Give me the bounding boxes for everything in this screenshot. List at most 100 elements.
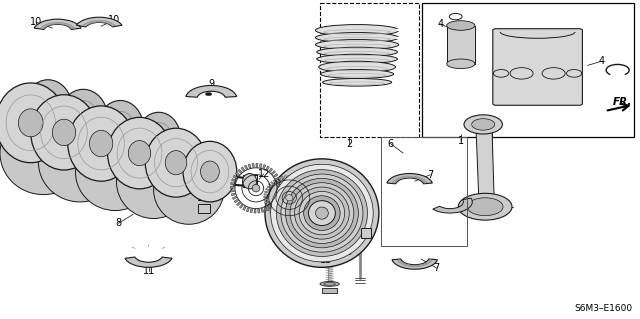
Ellipse shape [243, 174, 257, 189]
Polygon shape [265, 204, 270, 206]
Ellipse shape [314, 205, 330, 221]
Polygon shape [277, 214, 280, 218]
Ellipse shape [38, 122, 122, 202]
Polygon shape [239, 204, 243, 208]
Polygon shape [322, 288, 337, 293]
Ellipse shape [68, 106, 134, 181]
Wedge shape [83, 20, 115, 26]
Polygon shape [234, 199, 238, 203]
Ellipse shape [90, 130, 113, 157]
Text: 10: 10 [30, 17, 43, 27]
Text: 3: 3 [458, 55, 464, 65]
Polygon shape [258, 209, 260, 213]
Polygon shape [283, 216, 285, 220]
Polygon shape [263, 165, 266, 169]
Polygon shape [276, 178, 279, 182]
Polygon shape [307, 185, 311, 188]
Polygon shape [264, 191, 269, 193]
Wedge shape [41, 22, 74, 29]
Polygon shape [301, 179, 305, 183]
Bar [320, 3, 419, 137]
Polygon shape [272, 211, 276, 215]
FancyBboxPatch shape [493, 29, 582, 105]
Polygon shape [264, 207, 268, 211]
Polygon shape [264, 197, 268, 198]
Circle shape [458, 193, 512, 220]
Polygon shape [232, 196, 237, 199]
Ellipse shape [290, 183, 354, 243]
Polygon shape [273, 201, 276, 204]
Ellipse shape [24, 80, 72, 137]
Polygon shape [280, 215, 283, 219]
Polygon shape [237, 202, 241, 206]
Ellipse shape [294, 187, 349, 239]
Polygon shape [289, 216, 291, 220]
Polygon shape [248, 164, 251, 168]
Polygon shape [297, 214, 300, 219]
Polygon shape [246, 208, 249, 212]
Polygon shape [271, 182, 275, 185]
Ellipse shape [316, 207, 328, 219]
Ellipse shape [316, 33, 399, 43]
Polygon shape [308, 204, 313, 207]
Ellipse shape [252, 184, 260, 192]
Polygon shape [267, 186, 271, 189]
Polygon shape [274, 174, 278, 177]
Text: FR.: FR. [613, 97, 632, 107]
Ellipse shape [276, 170, 367, 256]
Polygon shape [230, 182, 235, 185]
Circle shape [464, 115, 502, 134]
Ellipse shape [183, 141, 237, 202]
Polygon shape [264, 194, 269, 196]
Ellipse shape [320, 282, 339, 286]
Polygon shape [305, 182, 309, 186]
Text: 10: 10 [108, 15, 120, 26]
Ellipse shape [97, 100, 143, 155]
Wedge shape [125, 257, 172, 267]
Polygon shape [298, 178, 301, 182]
Ellipse shape [59, 89, 108, 145]
Polygon shape [274, 212, 278, 217]
Text: 5: 5 [346, 247, 352, 257]
Polygon shape [254, 209, 256, 213]
Polygon shape [310, 195, 315, 197]
Polygon shape [266, 166, 269, 170]
Ellipse shape [317, 47, 397, 57]
Text: 12: 12 [257, 169, 270, 179]
Polygon shape [230, 186, 234, 188]
Ellipse shape [316, 25, 399, 36]
Text: 4: 4 [598, 56, 605, 66]
Wedge shape [387, 174, 432, 184]
Wedge shape [392, 176, 427, 183]
Ellipse shape [165, 151, 187, 175]
Ellipse shape [308, 201, 335, 226]
Ellipse shape [281, 174, 363, 252]
Ellipse shape [0, 112, 87, 195]
Text: 2: 2 [346, 138, 353, 149]
Ellipse shape [447, 21, 475, 30]
Circle shape [205, 93, 212, 96]
Polygon shape [275, 198, 279, 201]
Polygon shape [273, 180, 277, 184]
Polygon shape [232, 179, 236, 182]
Polygon shape [270, 203, 274, 207]
Ellipse shape [319, 61, 396, 73]
Text: 1: 1 [458, 136, 464, 146]
Wedge shape [34, 19, 81, 29]
Bar [422, 3, 634, 137]
Ellipse shape [52, 119, 76, 145]
Polygon shape [241, 167, 244, 171]
Ellipse shape [447, 59, 475, 69]
Ellipse shape [285, 195, 293, 201]
Polygon shape [309, 202, 314, 205]
Polygon shape [303, 210, 308, 214]
Ellipse shape [304, 196, 340, 230]
Polygon shape [256, 163, 258, 167]
Polygon shape [264, 199, 268, 201]
Polygon shape [287, 175, 289, 180]
Polygon shape [250, 209, 253, 213]
Bar [198, 204, 210, 213]
Polygon shape [276, 195, 280, 198]
Polygon shape [269, 168, 273, 172]
Ellipse shape [309, 201, 335, 225]
